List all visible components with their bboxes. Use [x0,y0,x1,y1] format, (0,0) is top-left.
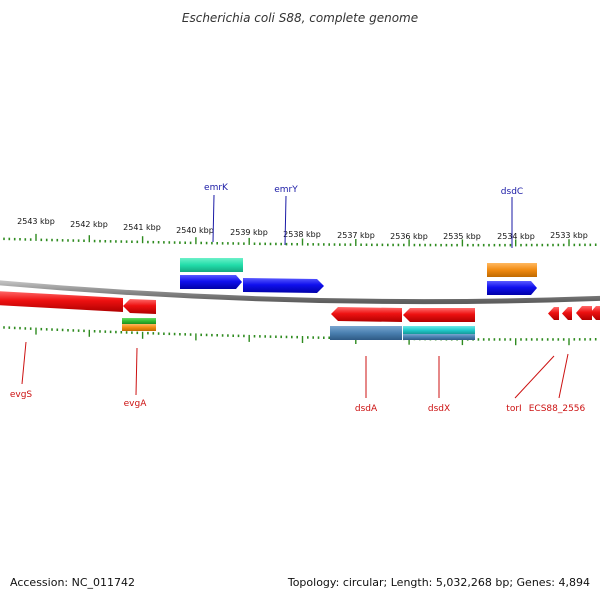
gene-label-ECS88_2556[interactable]: ECS88_2556 [529,404,586,414]
scale-label-2541: 2541 kbp [123,223,161,232]
gene-label-torI[interactable]: torI [506,404,521,414]
map-title: Escherichia coli S88, complete genome [182,11,418,25]
gene-arrow-dsdC[interactable] [487,281,537,295]
leader-line-ECS88_2556 [558,353,569,399]
gene-arrow-dsdA[interactable] [331,307,402,322]
scale-label-2542: 2542 kbp [70,220,108,229]
scale-label-2543: 2543 kbp [17,217,55,226]
gene-bar-evgA-green[interactable] [122,318,156,324]
gene-arrow-emrY[interactable] [243,278,324,293]
scale-label-2540: 2540 kbp [176,226,214,235]
forward-genes [180,258,537,295]
leader-line-evgA [135,347,138,396]
gene-label-dsdC[interactable]: dsdC [501,187,523,197]
scale-label-2539: 2539 kbp [230,228,268,237]
gene-arrow-evgS[interactable] [0,291,123,312]
scale-label-2534: 2534 kbp [497,232,535,241]
gene-arrow-dsdX[interactable] [403,308,475,322]
gene-label-evgS[interactable]: evgS [10,390,33,400]
gene-arrow-torI[interactable] [548,307,559,320]
scale-labels: 2543 kbp 2542 kbp 2541 kbp 2540 kbp 2539… [17,217,588,241]
gene-label-emrY[interactable]: emrY [274,185,298,195]
scale-label-2536: 2536 kbp [390,232,428,241]
gene-bar-dsdX-steel[interactable] [403,334,475,340]
leader-line-evgS [21,341,27,385]
gene-bar-dsdC-annotation[interactable] [487,263,537,277]
scale-label-2535: 2535 kbp [443,232,481,241]
gene-arrow-edge-2[interactable] [590,306,600,320]
scale-label-2537: 2537 kbp [337,231,375,240]
leader-line-emrY [284,195,287,246]
reverse-gene-labels: evgS evgA dsdA dsdX torI ECS88_2556 [10,341,586,414]
scale-label-2538: 2538 kbp [283,230,321,239]
forward-gene-labels: emrK emrY dsdC [204,183,523,248]
accession-text: Accession: NC_011742 [10,576,135,589]
outer-tick-ring [3,233,597,247]
gene-label-dsdX[interactable]: dsdX [428,404,450,414]
leader-line-emrK [212,194,215,243]
genome-summary-text: Topology: circular; Length: 5,032,268 bp… [287,576,590,589]
inner-tick-ring [3,326,597,346]
gene-label-emrK[interactable]: emrK [204,183,229,193]
gene-bar-dsdX-cyan[interactable] [403,326,475,334]
leader-line-torI [514,355,555,399]
gene-arrow-ECS88_2556[interactable] [562,307,572,320]
gene-arrow-evgA[interactable] [123,299,156,314]
gene-bar-emrK-annotation[interactable] [180,258,243,272]
reverse-genes [0,291,600,340]
scale-label-2533: 2533 kbp [550,231,588,240]
gene-bar-dsdA-annotation[interactable] [330,326,402,340]
gene-bar-evgA-orange[interactable] [122,324,156,331]
gene-label-evgA[interactable]: evgA [124,399,148,409]
gene-arrow-edge-1[interactable] [576,306,592,320]
gene-label-dsdA[interactable]: dsdA [355,404,378,414]
gene-arrow-emrK[interactable] [180,275,242,289]
genome-backbone [0,280,600,305]
